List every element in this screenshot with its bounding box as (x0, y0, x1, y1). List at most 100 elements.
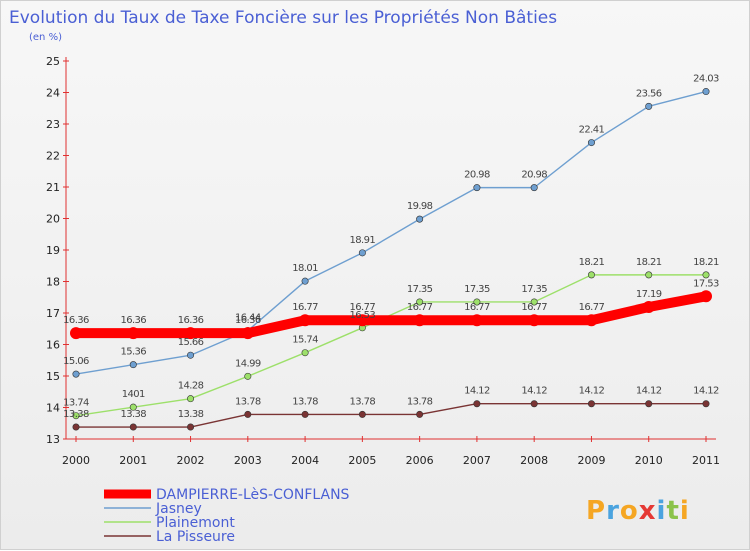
data-point (241, 327, 254, 340)
data-point (530, 400, 538, 408)
data-label: 13.38 (63, 409, 89, 420)
data-label: 16.36 (63, 315, 89, 326)
x-tick-label: 2004 (291, 454, 319, 467)
brand-letter: P (586, 496, 606, 526)
x-tick-label: 2007 (463, 454, 491, 467)
data-point (187, 423, 195, 431)
data-point (645, 400, 653, 408)
data-label: 16.53 (350, 310, 376, 321)
legend-label: Jasney (155, 501, 202, 517)
data-label: 17.53 (693, 278, 719, 289)
y-tick-label: 23 (46, 118, 60, 131)
data-label: 1401 (122, 389, 145, 400)
data-label: 18.01 (292, 263, 318, 274)
y-tick-label: 25 (46, 55, 60, 68)
data-label: 14.28 (178, 381, 204, 392)
data-label: 16.77 (292, 302, 318, 313)
data-point (356, 314, 369, 327)
data-label: 14.12 (636, 386, 662, 397)
x-tick-label: 2001 (119, 454, 147, 467)
x-tick-label: 2008 (520, 454, 548, 467)
data-point (528, 314, 541, 327)
data-labels: 16.36 16.36 16.36 16.36 16.77 16.77 16.77 16.77… (63, 74, 719, 420)
data-point (301, 349, 309, 357)
data-label: 17.35 (464, 284, 490, 295)
data-label: 14.12 (464, 386, 490, 397)
data-label: 13.78 (407, 396, 433, 407)
data-label: 13.78 (235, 396, 261, 407)
data-label: 14.99 (235, 358, 261, 369)
x-tick-label: 2011 (692, 454, 720, 467)
data-point (129, 361, 137, 369)
x-tick-label: 2010 (635, 454, 663, 467)
data-point (301, 277, 309, 285)
y-tick-label: 13 (46, 433, 60, 446)
data-point (358, 249, 366, 257)
y-tick-label: 21 (46, 181, 60, 194)
data-point (642, 301, 655, 314)
data-label: 20.98 (464, 170, 490, 181)
data-point (473, 298, 481, 306)
x-tick-label: 2009 (577, 454, 605, 467)
data-point (645, 102, 653, 110)
data-label: 14.12 (521, 386, 547, 397)
brand-letter: i (680, 496, 690, 526)
data-point (127, 327, 140, 340)
brand-letter: i (657, 496, 667, 526)
legend-label: Plainemont (156, 515, 235, 531)
chart-title: Evolution du Taux de Taxe Foncière sur l… (9, 8, 557, 28)
brand-letter: x (639, 496, 657, 526)
data-label: 18.21 (579, 257, 605, 268)
data-point (416, 410, 424, 418)
series-line (71, 291, 711, 339)
y-tick-label: 22 (46, 150, 60, 163)
data-label: 17.35 (521, 284, 547, 295)
data-point (413, 314, 426, 327)
data-point (184, 327, 197, 340)
data-label: 24.03 (693, 74, 719, 85)
data-label: 13.78 (292, 396, 318, 407)
data-label: 16.77 (521, 302, 547, 313)
data-point (129, 403, 137, 411)
data-label: 14.12 (579, 386, 605, 397)
brand-text: Proxiti (586, 496, 690, 526)
data-point (244, 410, 252, 418)
data-point (70, 327, 82, 340)
brand-letter: t (666, 496, 679, 526)
data-label: 13.78 (350, 396, 376, 407)
brand-letter: r (606, 496, 620, 526)
axes: 13 14 15 16 17 18 19 20 21 22 23 24 25 2000 2001 2002 20… (46, 55, 720, 467)
y-tick-label: 19 (46, 244, 60, 257)
y-tick-label: 17 (46, 307, 60, 320)
x-tick-label: 2000 (62, 454, 90, 467)
data-point (72, 412, 80, 420)
data-label: 15.66 (178, 337, 204, 348)
data-label: 15.36 (120, 347, 146, 358)
data-point (473, 400, 481, 408)
data-point (416, 298, 424, 306)
data-point (301, 410, 309, 418)
brand-letter: o (620, 496, 639, 526)
x-tick-label: 2005 (348, 454, 376, 467)
data-point (72, 370, 80, 378)
data-label: 20.98 (521, 170, 547, 181)
data-label: 13.38 (178, 409, 204, 420)
data-point (187, 395, 195, 403)
data-point (530, 298, 538, 306)
data-point (358, 410, 366, 418)
data-point (702, 88, 710, 96)
y-tick-label: 14 (46, 402, 60, 415)
data-point (129, 423, 137, 431)
data-point (299, 314, 312, 327)
legend-label: DAMPIERRE-LèS-CONFLANS (156, 487, 350, 503)
legend-label: La Pisseure (156, 529, 235, 545)
data-label: 23.56 (636, 88, 662, 99)
data-label: 16.36 (120, 315, 146, 326)
y-tick-label: 20 (46, 213, 60, 226)
data-point (473, 184, 481, 192)
series-line (75, 90, 707, 375)
data-point (72, 423, 80, 431)
data-label: 15.06 (63, 356, 89, 367)
data-label: 18.21 (693, 257, 719, 268)
